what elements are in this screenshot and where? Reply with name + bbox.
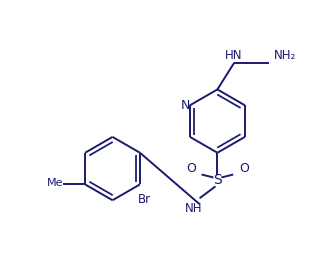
Text: O: O (186, 162, 196, 175)
Text: NH₂: NH₂ (274, 49, 296, 62)
Text: Br: Br (138, 193, 152, 206)
Text: Me: Me (47, 178, 64, 188)
Text: NH: NH (185, 202, 202, 215)
Text: N: N (180, 99, 190, 112)
Text: S: S (213, 174, 222, 188)
Text: HN: HN (225, 49, 242, 62)
Text: O: O (239, 162, 249, 175)
